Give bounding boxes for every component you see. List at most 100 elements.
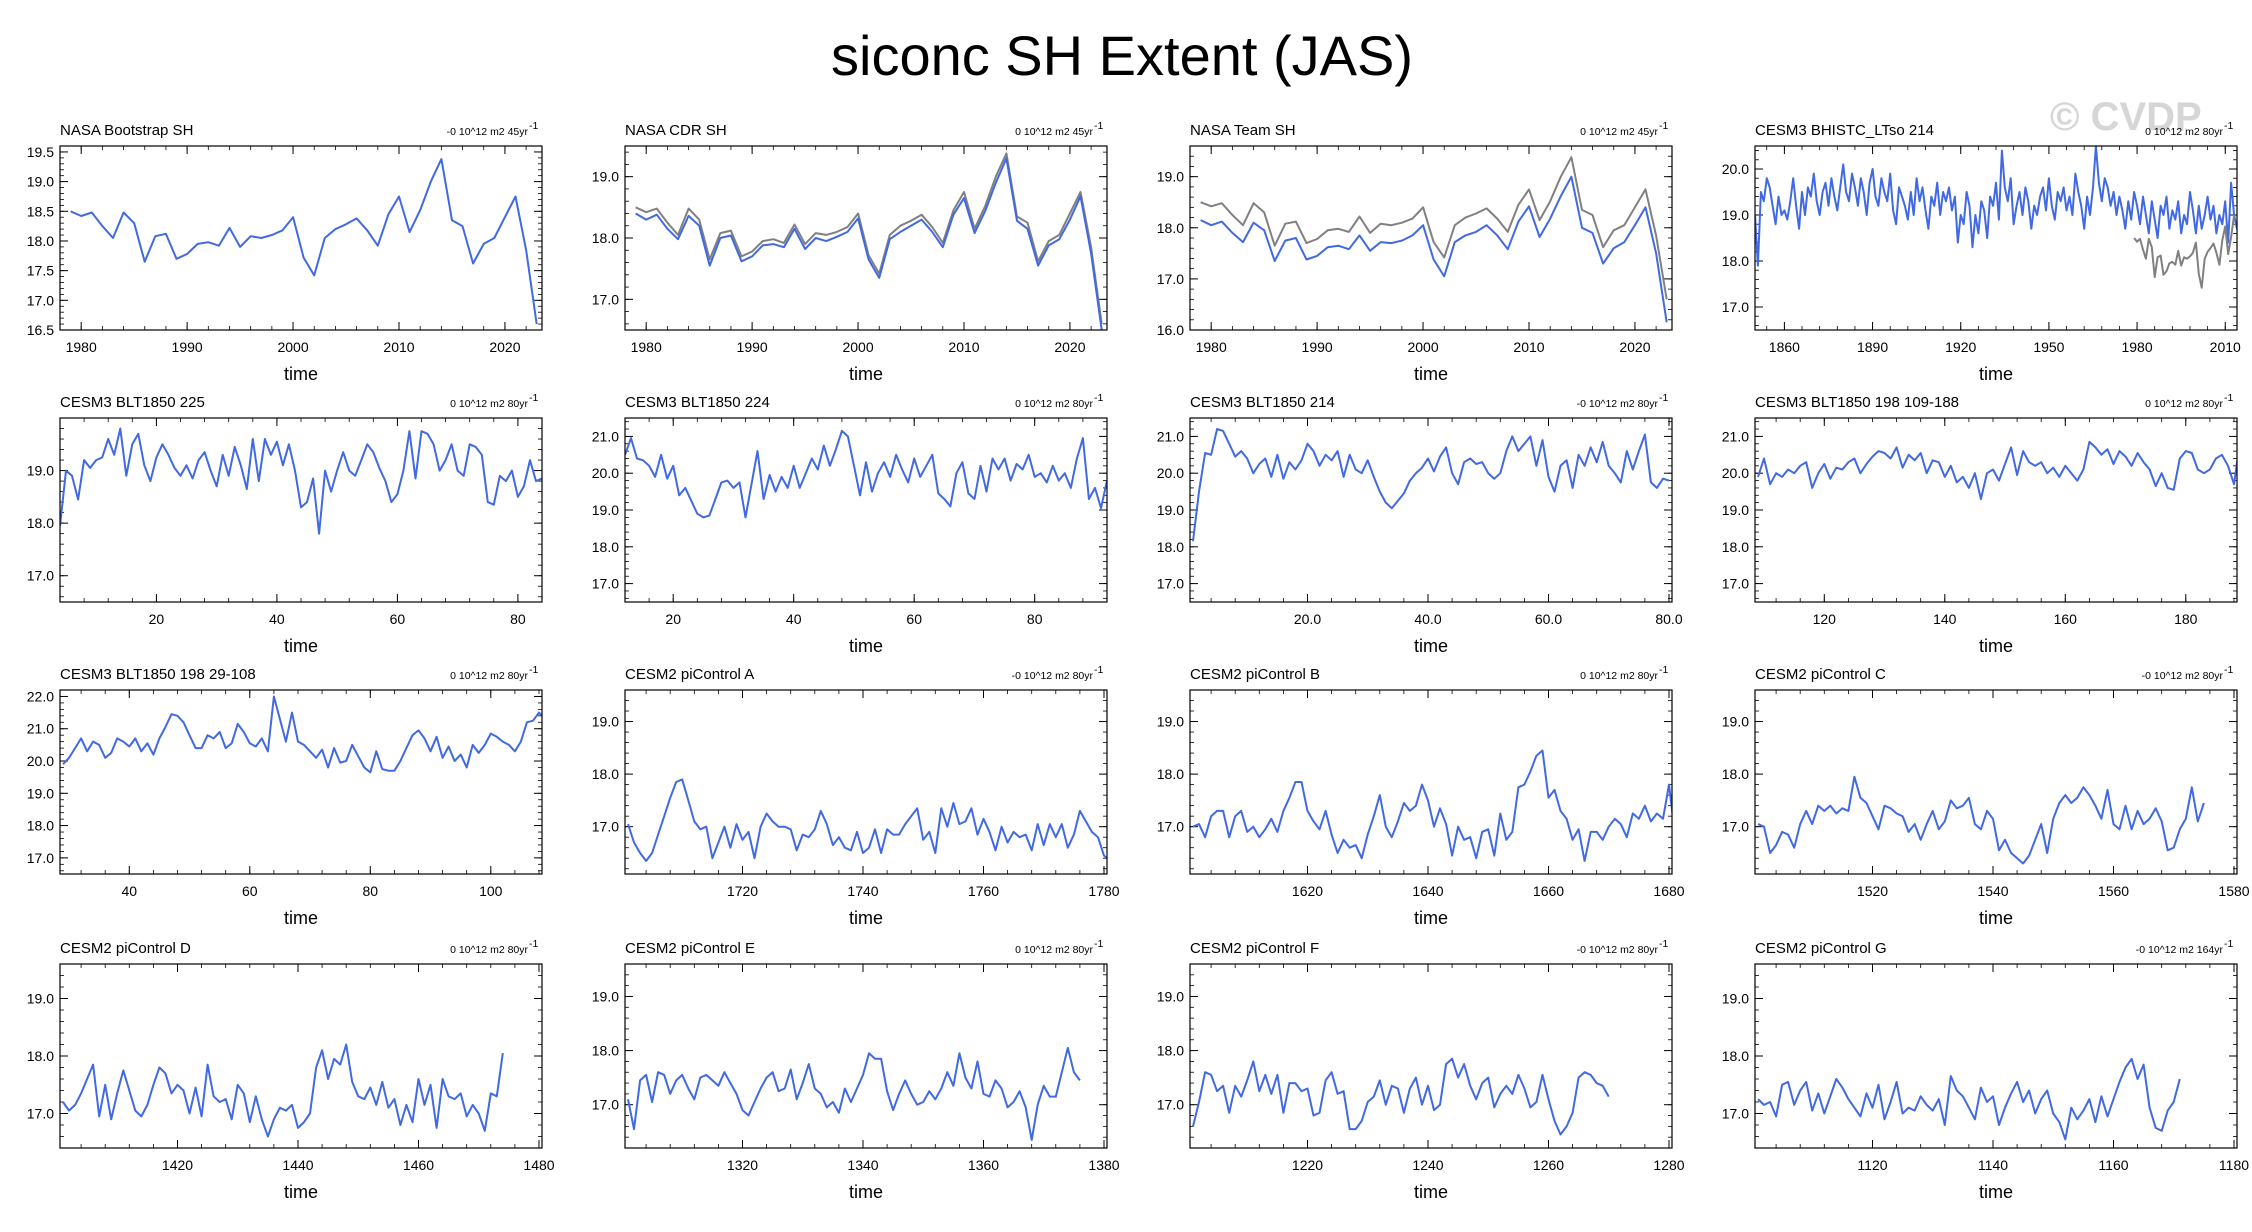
panel-8: CESM3 BLT1850 198 29-108 0 10^12 m2 80yr -… <box>27 664 543 928</box>
panel-title: NASA CDR SH <box>625 122 727 139</box>
panel-trend: 0 10^12 m2 80yr <box>450 944 528 956</box>
panel-title: NASA Bootstrap SH <box>60 122 193 139</box>
panel-trend: -0 10^12 m2 80yr <box>1012 670 1094 682</box>
x-tick-label: 1220 <box>1292 1157 1323 1173</box>
x-tick-label: 80 <box>362 883 378 899</box>
panel-title: CESM3 BHISTC_LTso 214 <box>1755 122 1934 139</box>
panel-trend: 0 10^12 m2 45yr <box>1015 126 1093 138</box>
y-tick-label: 17.0 <box>1157 576 1184 592</box>
x-tick-label: 1920 <box>1945 339 1976 355</box>
panel-4: CESM3 BLT1850 225 0 10^12 m2 80yr -1 20 40 60… <box>27 392 543 656</box>
x-tick-label: 2020 <box>489 339 520 355</box>
trend-exponent: -1 <box>1094 938 1103 950</box>
series-line-0 <box>1192 749 1672 862</box>
y-tick-label: 21.0 <box>27 721 54 737</box>
x-axis-label: time <box>284 908 318 928</box>
x-axis-label: time <box>284 636 318 656</box>
y-tick-label: 19.5 <box>27 144 54 160</box>
series-line-0 <box>1200 156 1668 300</box>
y-tick-label: 17.0 <box>27 568 54 584</box>
x-tick-label: 1990 <box>172 339 203 355</box>
plot-frame <box>1754 145 2238 331</box>
series-line-0 <box>627 778 1107 862</box>
y-tick-label: 19.0 <box>27 785 54 801</box>
watermark: © CVDP <box>2050 95 2202 139</box>
x-axis-label: time <box>1979 1182 2013 1202</box>
x-axis-label: time <box>1414 636 1448 656</box>
y-tick-label: 18.0 <box>592 1043 619 1059</box>
x-axis-label: time <box>849 1182 883 1202</box>
panel-title: CESM2 piControl B <box>1190 666 1320 683</box>
x-tick-label: 1180 <box>2219 1157 2249 1173</box>
y-tick-label: 18.0 <box>1157 539 1184 555</box>
trend-exponent: -1 <box>2224 664 2233 676</box>
trend-exponent: -1 <box>529 120 538 132</box>
trend-exponent: -1 <box>1659 120 1668 132</box>
trend-exponent: -1 <box>2224 120 2233 132</box>
y-tick-label: 18.0 <box>27 1048 54 1064</box>
y-tick-label: 20.0 <box>592 465 619 481</box>
trend-exponent: -1 <box>2224 938 2233 950</box>
x-tick-label: 1680 <box>1653 883 1684 899</box>
y-tick-label: 20.0 <box>1157 465 1184 481</box>
y-tick-label: 19.0 <box>1157 502 1184 518</box>
x-tick-label: 1780 <box>1088 883 1119 899</box>
trend-exponent: -1 <box>1659 664 1668 676</box>
panel-trend: -0 10^12 m2 45yr <box>447 126 529 138</box>
y-tick-label: 21.0 <box>1157 428 1184 444</box>
x-tick-label: 2010 <box>2210 339 2241 355</box>
x-tick-label: 1240 <box>1412 1157 1443 1173</box>
panel-0: NASA Bootstrap SH -0 10^12 m2 45yr -1 1980 1… <box>27 120 543 384</box>
series-line-0 <box>1192 428 1670 542</box>
panel-title: CESM2 piControl E <box>625 940 755 957</box>
x-tick-label: 1990 <box>1302 339 1333 355</box>
panel-title: CESM3 BLT1850 214 <box>1190 394 1335 411</box>
x-tick-label: 20 <box>149 611 165 627</box>
panel-title: CESM3 BLT1850 198 109-188 <box>1755 394 1959 411</box>
y-tick-label: 20.0 <box>1722 161 1749 177</box>
series-line-0 <box>62 1043 504 1138</box>
trend-exponent: -1 <box>529 664 538 676</box>
panel-trend: -0 10^12 m2 80yr <box>1577 944 1659 956</box>
x-tick-label: 60 <box>390 611 406 627</box>
y-tick-label: 20.0 <box>27 753 54 769</box>
panel-15: CESM2 piControl G -0 10^12 m2 164yr -1 1120… <box>1722 938 2250 1202</box>
trend-exponent: -1 <box>1659 938 1668 950</box>
x-tick-label: 1160 <box>2098 1157 2128 1173</box>
y-tick-label: 18.0 <box>1722 766 1749 782</box>
x-tick-label: 1480 <box>523 1157 554 1173</box>
trend-exponent: -1 <box>1094 120 1103 132</box>
panel-9: CESM2 piControl A -0 10^12 m2 80yr -1 1720 1… <box>592 664 1120 928</box>
y-tick-label: 18.0 <box>592 539 619 555</box>
x-axis-label: time <box>1414 1182 1448 1202</box>
x-tick-label: 1620 <box>1292 883 1323 899</box>
x-tick-label: 40 <box>121 883 137 899</box>
y-tick-label: 17.0 <box>592 1097 619 1113</box>
panel-trend: 0 10^12 m2 80yr <box>1580 670 1658 682</box>
x-tick-label: 60 <box>906 611 922 627</box>
series-line-0 <box>627 1046 1081 1141</box>
y-tick-label: 19.0 <box>1157 714 1184 730</box>
panel-3: CESM3 BHISTC_LTso 214 0 10^12 m2 80yr -1 18… <box>1722 120 2241 384</box>
y-tick-label: 17.0 <box>1157 1097 1184 1113</box>
y-tick-label: 19.0 <box>27 463 54 479</box>
y-tick-label: 18.0 <box>592 230 619 246</box>
trend-exponent: -1 <box>1094 664 1103 676</box>
panel-title: CESM2 piControl D <box>60 940 191 957</box>
x-tick-label: 60 <box>242 883 258 899</box>
y-tick-label: 18.0 <box>27 515 54 531</box>
x-tick-label: 1460 <box>403 1157 434 1173</box>
panel-trend: 0 10^12 m2 80yr <box>450 670 528 682</box>
series-line-0 <box>625 429 1107 519</box>
panel-trend: -0 10^12 m2 164yr <box>2136 944 2224 956</box>
x-tick-label: 2020 <box>1619 339 1650 355</box>
x-tick-label: 1320 <box>727 1157 758 1173</box>
y-tick-label: 19.0 <box>1157 988 1184 1004</box>
x-tick-label: 1890 <box>1857 339 1888 355</box>
y-tick-label: 19.0 <box>1157 169 1184 185</box>
panel-title: NASA Team SH <box>1190 122 1296 139</box>
panel-14: CESM2 piControl F -0 10^12 m2 80yr -1 1220 1… <box>1157 938 1685 1202</box>
plot-frame <box>1754 689 2238 875</box>
x-tick-label: 140 <box>1933 611 1957 627</box>
